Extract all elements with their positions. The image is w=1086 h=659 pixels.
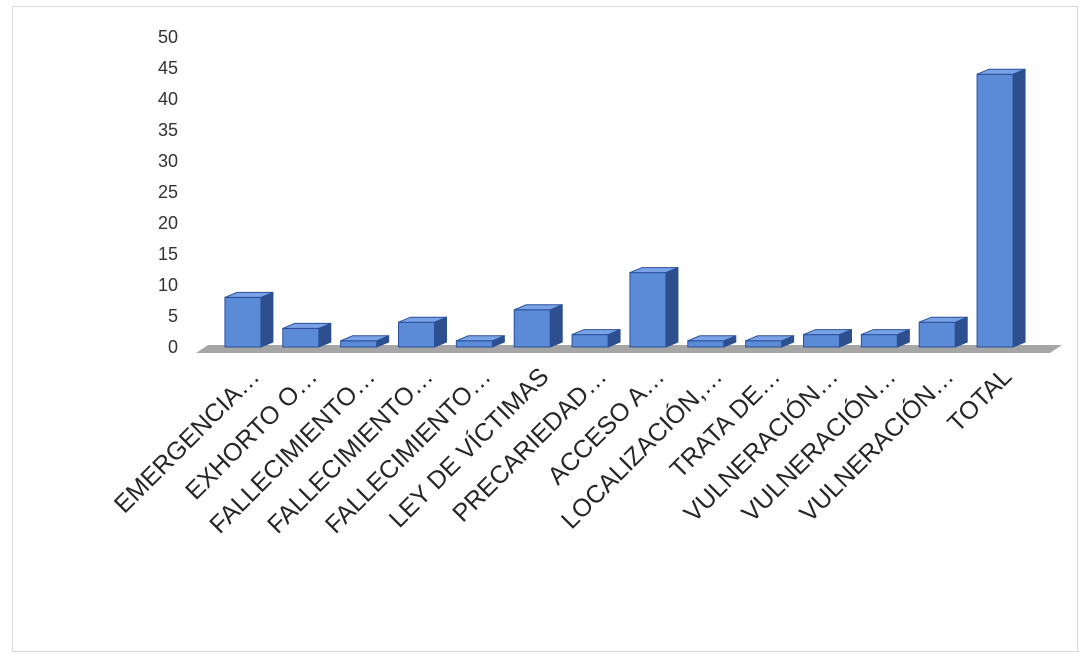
bar xyxy=(513,304,563,348)
bar-front-face xyxy=(745,340,783,348)
bar-top-face xyxy=(803,329,852,336)
bar-side-face xyxy=(549,304,563,348)
bar-front-face xyxy=(687,340,725,348)
bar xyxy=(745,335,795,348)
bar-side-face xyxy=(260,291,274,348)
bar-front-face xyxy=(976,73,1014,348)
bar-front-face xyxy=(224,296,262,348)
bar xyxy=(455,335,505,348)
bar xyxy=(571,328,621,348)
bar-front-face xyxy=(398,321,435,348)
bar-front-face xyxy=(803,334,840,348)
bar xyxy=(398,316,447,348)
bar-front-face xyxy=(860,334,898,348)
y-tick-label: 40 xyxy=(158,89,178,109)
bar-top-face xyxy=(571,329,621,336)
bar-side-face xyxy=(665,266,679,348)
bar-front-face xyxy=(455,340,493,348)
bar xyxy=(340,335,390,348)
bar-top-face xyxy=(282,322,331,329)
bar-top-face xyxy=(976,68,1026,75)
y-tick-label: 25 xyxy=(158,182,178,202)
bar-front-face xyxy=(513,309,551,348)
bar-front-face xyxy=(918,321,956,348)
y-tick-label: 15 xyxy=(158,244,178,264)
y-tick-label: 30 xyxy=(158,151,178,171)
bar xyxy=(687,335,737,348)
bar-front-face xyxy=(571,334,609,348)
bar xyxy=(918,316,968,348)
bar-front-face xyxy=(282,327,320,348)
bar-top-face xyxy=(687,335,736,342)
y-tick-label: 0 xyxy=(168,337,178,357)
bar-top-face xyxy=(919,316,968,323)
bar-front-face xyxy=(340,340,378,348)
bar-top-face xyxy=(340,335,389,342)
x-category-label: TOTAL xyxy=(942,362,1017,437)
y-tick-label: 20 xyxy=(158,213,178,233)
bar-top-face xyxy=(861,329,910,336)
bar xyxy=(224,291,274,348)
bar xyxy=(629,266,679,348)
y-tick-label: 5 xyxy=(168,306,178,326)
bar-top-face xyxy=(224,291,274,298)
y-tick-label: 45 xyxy=(158,58,178,78)
bar-top-face xyxy=(456,335,505,342)
bar-top-face xyxy=(398,316,447,323)
bar-top-face xyxy=(745,335,794,342)
bar-front-face xyxy=(629,272,667,348)
bar xyxy=(282,322,332,348)
bar xyxy=(976,68,1026,348)
bar-side-face xyxy=(1012,68,1026,348)
y-tick-label: 10 xyxy=(158,275,178,295)
bar xyxy=(803,328,852,348)
y-tick-label: 50 xyxy=(158,27,178,47)
y-tick-label: 35 xyxy=(158,120,178,140)
bar-top-face xyxy=(514,304,563,311)
bar xyxy=(860,328,910,348)
bar-top-face xyxy=(629,267,679,274)
